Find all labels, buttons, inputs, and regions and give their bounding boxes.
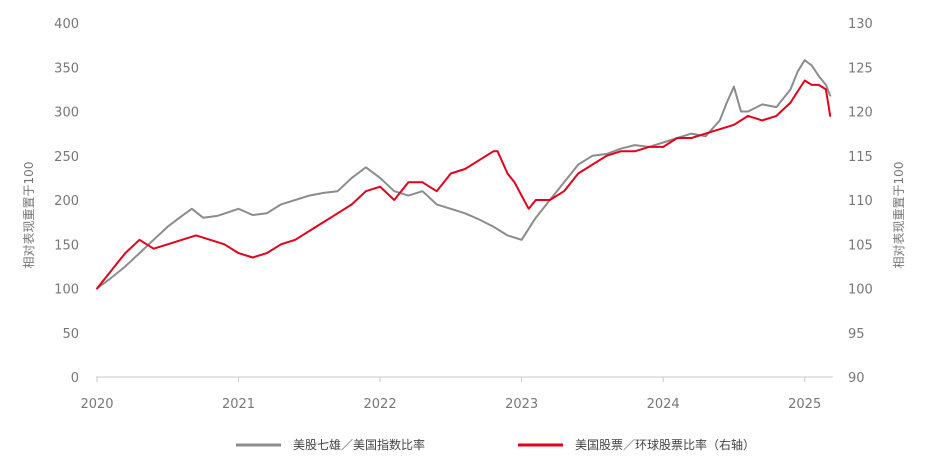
y-right-tick-label: 115 xyxy=(848,150,873,165)
x-ticks: 2020 2021 2022 2023 2024 2025 xyxy=(80,377,821,412)
y-right-tick-label: 130 xyxy=(848,17,873,32)
y-left-ticks: 0 50 100 150 200 250 300 350 400 xyxy=(54,17,79,386)
y-right-tick-label: 105 xyxy=(848,238,873,253)
x-tick-label: 2020 xyxy=(80,397,113,412)
y-right-tick-label: 95 xyxy=(848,327,865,342)
y-left-tick-label: 350 xyxy=(54,61,79,76)
y-left-tick-label: 400 xyxy=(54,17,79,32)
y-left-tick-label: 0 xyxy=(71,371,79,386)
y-axis-right-title: 相对表现重置于100 xyxy=(892,162,906,269)
y-left-tick-label: 50 xyxy=(62,327,79,342)
y-axis-left-title: 相对表现重置于100 xyxy=(22,162,36,269)
y-right-tick-label: 120 xyxy=(848,106,873,121)
legend: 美股七雄／美国指数比率 美国股票／环球股票比率（右轴） xyxy=(236,437,755,452)
legend-label-series-1: 美股七雄／美国指数比率 xyxy=(293,437,425,452)
y-right-tick-label: 110 xyxy=(848,194,873,209)
x-tick-label: 2025 xyxy=(788,397,821,412)
y-left-tick-label: 100 xyxy=(54,283,79,298)
series-group xyxy=(96,59,832,290)
y-right-tick-label: 90 xyxy=(848,371,865,386)
series-line-2 xyxy=(96,79,832,290)
legend-label-series-2: 美国股票／环球股票比率（右轴） xyxy=(575,437,755,452)
x-tick-label: 2023 xyxy=(505,397,538,412)
series-line-1 xyxy=(96,59,832,290)
y-right-tick-label: 100 xyxy=(848,283,873,298)
y-left-tick-label: 150 xyxy=(54,238,79,253)
y-right-ticks: 90 95 100 105 110 115 120 125 130 xyxy=(848,17,873,386)
y-left-tick-label: 300 xyxy=(54,106,79,121)
x-tick-label: 2024 xyxy=(647,397,680,412)
y-right-tick-label: 125 xyxy=(848,61,873,76)
x-tick-label: 2021 xyxy=(222,397,255,412)
y-left-tick-label: 200 xyxy=(54,194,79,209)
y-left-tick-label: 250 xyxy=(54,150,79,165)
x-tick-label: 2022 xyxy=(364,397,397,412)
